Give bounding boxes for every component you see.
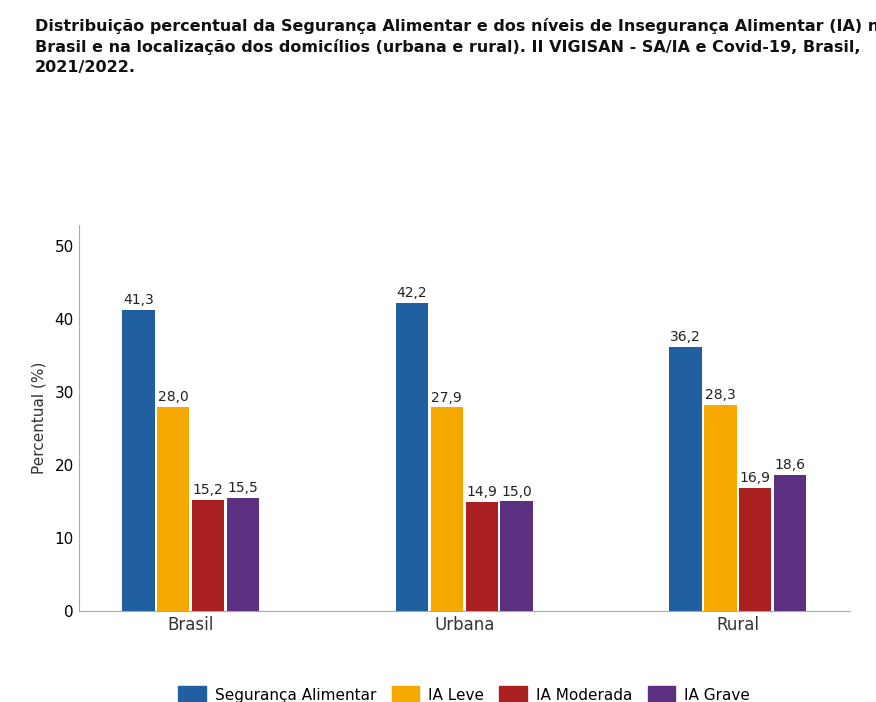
Bar xyxy=(500,501,533,611)
Text: 16,9: 16,9 xyxy=(739,471,771,484)
Bar xyxy=(465,502,498,611)
Text: 15,0: 15,0 xyxy=(501,484,532,498)
Bar xyxy=(192,500,224,611)
Text: 18,6: 18,6 xyxy=(774,458,806,472)
Bar xyxy=(431,407,463,611)
Text: Distribuição percentual da Segurança Alimentar e dos níveis de Insegurança Alime: Distribuição percentual da Segurança Ali… xyxy=(35,18,876,74)
Y-axis label: Percentual (%): Percentual (%) xyxy=(32,362,46,474)
Legend: Segurança Alimentar, IA Leve, IA Moderada, IA Grave: Segurança Alimentar, IA Leve, IA Moderad… xyxy=(172,680,757,702)
Text: 14,9: 14,9 xyxy=(466,485,497,499)
Text: 41,3: 41,3 xyxy=(124,293,154,307)
Text: 36,2: 36,2 xyxy=(670,330,701,344)
Text: 42,2: 42,2 xyxy=(397,286,427,300)
Bar xyxy=(123,310,155,611)
Bar xyxy=(774,475,806,611)
Bar xyxy=(396,303,428,611)
Text: 28,0: 28,0 xyxy=(158,390,188,404)
Bar xyxy=(669,347,702,611)
Text: 15,2: 15,2 xyxy=(193,483,223,497)
Text: 28,3: 28,3 xyxy=(705,388,736,402)
Bar xyxy=(704,404,737,611)
Bar xyxy=(157,406,189,611)
Text: 27,9: 27,9 xyxy=(432,390,463,404)
Text: 15,5: 15,5 xyxy=(228,481,258,495)
Bar xyxy=(739,488,772,611)
Bar xyxy=(227,498,259,611)
